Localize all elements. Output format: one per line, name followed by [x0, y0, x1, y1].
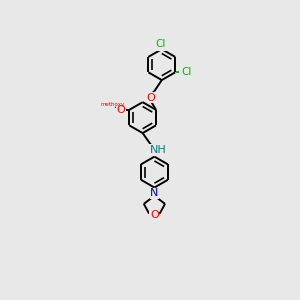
Text: O: O	[150, 210, 159, 220]
Text: O: O	[116, 105, 125, 115]
Text: Cl: Cl	[157, 40, 167, 50]
Text: N: N	[150, 188, 159, 198]
Text: Cl: Cl	[182, 67, 192, 76]
Text: NH: NH	[149, 145, 166, 155]
Text: methoxy: methoxy	[100, 102, 125, 107]
Text: O: O	[146, 93, 155, 103]
Text: Cl: Cl	[156, 39, 166, 50]
